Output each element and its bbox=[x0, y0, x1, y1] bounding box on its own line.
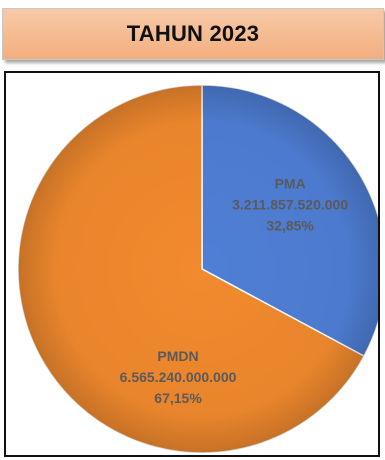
slice-label-pma-percent: 32,85% bbox=[266, 218, 314, 234]
slice-label-pma-value: 3.211.857.520.000 bbox=[232, 197, 348, 213]
title-banner: TAHUN 2023 bbox=[2, 8, 384, 60]
slice-label-pmdn-name: PMDN bbox=[157, 348, 198, 364]
chart-title: TAHUN 2023 bbox=[126, 21, 260, 46]
slice-label-pmdn-percent: 67,15% bbox=[154, 390, 202, 406]
pie-shading bbox=[18, 85, 378, 453]
slice-label-pma-name: PMA bbox=[275, 176, 306, 192]
chart-frame: PMA 3.211.857.520.000 32,85% PMDN 6.565.240.… bbox=[4, 71, 380, 457]
pie-chart: PMA 3.211.857.520.000 32,85% PMDN 6.565.240.… bbox=[17, 84, 378, 454]
slice-label-pmdn-value: 6.565.240.000.000 bbox=[120, 369, 237, 385]
